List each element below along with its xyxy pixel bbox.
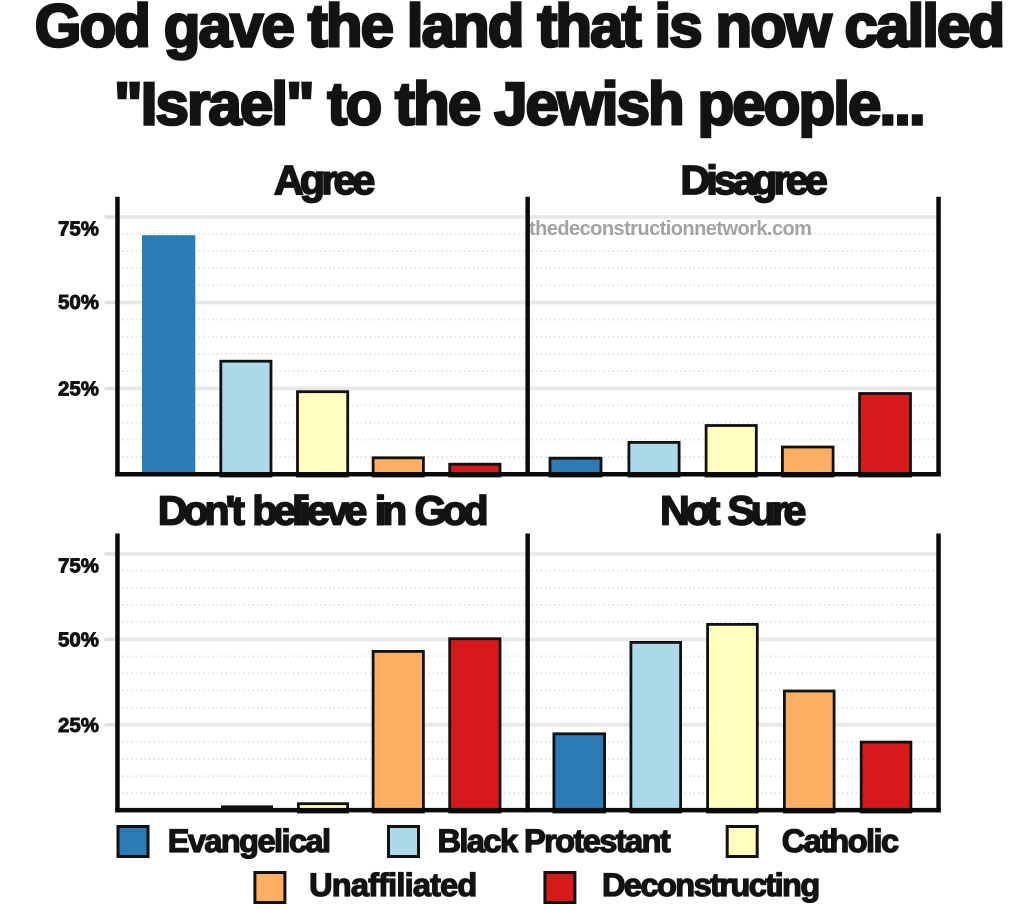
- svg-text:50%: 50%: [58, 628, 99, 651]
- svg-text:Don't believe in God: Don't believe in God: [158, 488, 487, 534]
- svg-text:"Israel" to the Jewish people.: "Israel" to the Jewish people...: [114, 71, 924, 138]
- svg-text:Disagree: Disagree: [680, 157, 827, 203]
- svg-text:God gave the land that is now: God gave the land that is now called: [35, 0, 1003, 60]
- svg-text:Black Protestant: Black Protestant: [438, 823, 671, 859]
- svg-text:thedeconstructionnetwork.com: thedeconstructionnetwork.com: [529, 218, 811, 240]
- svg-text:75%: 75%: [58, 217, 99, 240]
- svg-text:Catholic: Catholic: [782, 823, 899, 859]
- svg-text:Evangelical: Evangelical: [168, 823, 330, 859]
- svg-text:Deconstructing: Deconstructing: [602, 867, 819, 903]
- svg-text:50%: 50%: [58, 291, 99, 314]
- svg-text:25%: 25%: [58, 714, 99, 737]
- svg-text:Agree: Agree: [274, 157, 375, 203]
- svg-text:Not Sure: Not Sure: [660, 488, 805, 534]
- svg-text:75%: 75%: [58, 555, 99, 578]
- svg-text:Unaffiliated: Unaffiliated: [309, 867, 476, 903]
- svg-text:25%: 25%: [58, 377, 99, 400]
